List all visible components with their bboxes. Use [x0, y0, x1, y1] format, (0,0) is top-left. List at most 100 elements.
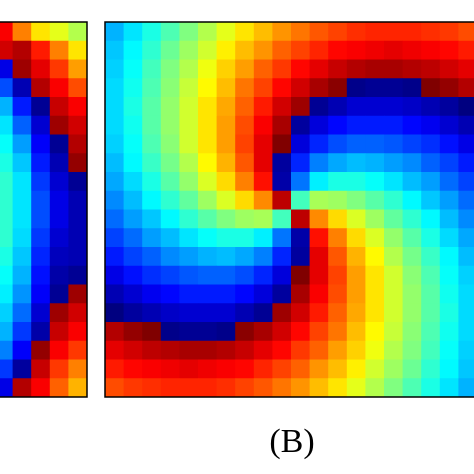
heatmap-cell: [439, 265, 459, 285]
heatmap-cell: [123, 340, 143, 360]
heatmap-cell: [458, 322, 474, 342]
heatmap-cell: [12, 340, 32, 360]
heatmap-cell: [384, 340, 403, 360]
heatmap-cell: [402, 59, 422, 79]
heatmap-cell: [68, 284, 88, 304]
heatmap-cell: [365, 340, 385, 360]
heatmap-cell: [68, 303, 88, 323]
heatmap-cell: [0, 322, 13, 342]
heatmap-cell: [365, 190, 385, 210]
heatmap-cell: [123, 78, 143, 98]
heatmap-cell: [198, 340, 217, 360]
heatmap-cell: [160, 78, 180, 98]
heatmap-cell: [402, 22, 422, 42]
heatmap-cell: [346, 172, 366, 192]
heatmap-cell: [12, 378, 32, 398]
heatmap-cell: [309, 359, 329, 379]
heatmap-cell: [402, 322, 422, 342]
heatmap-cell: [49, 209, 69, 229]
heatmap-cell: [160, 209, 180, 229]
heatmap-cell: [179, 59, 199, 79]
heatmap-cell: [216, 78, 236, 98]
heatmap-cell: [253, 172, 273, 192]
heatmap-cell: [12, 78, 32, 98]
heatmap-cell: [365, 322, 385, 342]
heatmap-cell: [235, 22, 255, 42]
heatmap-cell: [68, 247, 88, 267]
heatmap-cell: [309, 97, 329, 117]
heatmap-cell: [105, 115, 124, 135]
heatmap-cell: [346, 22, 366, 42]
heatmap-cell: [235, 265, 255, 285]
heatmap-cell: [123, 22, 143, 42]
heatmap-cell: [49, 190, 69, 210]
heatmap-cell: [179, 97, 199, 117]
heatmap-cell: [421, 59, 441, 79]
heatmap-cell: [421, 97, 441, 117]
heatmap-cell: [235, 78, 255, 98]
heatmap-cell: [142, 59, 162, 79]
heatmap-cell: [458, 284, 474, 304]
heatmap-cell: [365, 97, 385, 117]
heatmap-cell: [160, 115, 180, 135]
heatmap-cell: [105, 284, 124, 304]
heatmap-cell: [49, 97, 69, 117]
heatmap-cell: [402, 340, 422, 360]
heatmap-cell: [458, 115, 474, 135]
heatmap-cell: [402, 209, 422, 229]
heatmap-cell: [384, 115, 403, 135]
heatmap-cell: [179, 340, 199, 360]
heatmap-cell: [179, 378, 199, 398]
heatmap-cell: [216, 40, 236, 60]
heatmap-cell: [123, 359, 143, 379]
heatmap-cell: [272, 78, 292, 98]
heatmap-cell: [198, 209, 217, 229]
heatmap-cell: [123, 303, 143, 323]
heatmap-cell: [49, 172, 69, 192]
heatmap-cell: [68, 209, 88, 229]
heatmap-cell: [291, 322, 310, 342]
heatmap-cell: [402, 265, 422, 285]
heatmap-cell: [346, 284, 366, 304]
heatmap-cell: [49, 115, 69, 135]
heatmap-cell: [31, 59, 51, 79]
heatmap-cell: [365, 247, 385, 267]
heatmap-cell: [160, 359, 180, 379]
heatmap-cell: [291, 303, 310, 323]
heatmap-cell: [421, 265, 441, 285]
heatmap-cell: [216, 378, 236, 398]
heatmap-cell: [179, 247, 199, 267]
heatmap-cell: [384, 78, 403, 98]
heatmap-cell: [328, 228, 348, 248]
heatmap-cell: [253, 22, 273, 42]
heatmap-cell: [291, 284, 310, 304]
heatmap-cell: [105, 78, 124, 98]
heatmap-cell: [68, 322, 88, 342]
heatmap-cell: [402, 40, 422, 60]
heatmap-cell: [142, 134, 162, 154]
heatmap-cell: [179, 22, 199, 42]
heatmap-cell: [198, 303, 217, 323]
heatmap-cell: [253, 115, 273, 135]
heatmap-cell: [179, 265, 199, 285]
heatmap-cell: [216, 134, 236, 154]
heatmap-cell: [235, 303, 255, 323]
heatmap-cell: [0, 190, 13, 210]
heatmap-cell: [105, 59, 124, 79]
heatmap-cell: [12, 172, 32, 192]
heatmap-cell: [439, 153, 459, 173]
heatmap-cell: [160, 97, 180, 117]
heatmap-cell: [272, 303, 292, 323]
heatmap-cell: [291, 265, 310, 285]
heatmap-cell: [160, 134, 180, 154]
heatmap-cell: [142, 172, 162, 192]
heatmap-cell: [421, 209, 441, 229]
heatmap-cell: [123, 153, 143, 173]
heatmap-cell: [272, 209, 292, 229]
heatmap-cell: [365, 265, 385, 285]
heatmap-cell: [142, 78, 162, 98]
heatmap-cell: [421, 340, 441, 360]
heatmap-cell: [198, 247, 217, 267]
heatmap-cell: [346, 228, 366, 248]
heatmap-cell: [309, 115, 329, 135]
